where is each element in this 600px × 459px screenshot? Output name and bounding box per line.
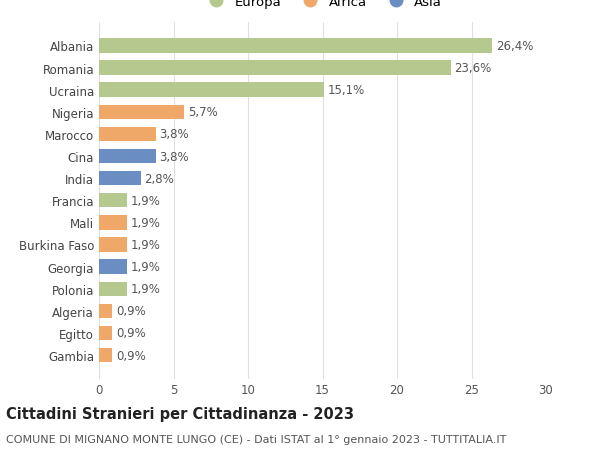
Text: 0,9%: 0,9%	[116, 305, 146, 318]
Text: 15,1%: 15,1%	[328, 84, 365, 97]
Legend: Europa, Africa, Asia: Europa, Africa, Asia	[199, 0, 446, 13]
Bar	[99, 150, 155, 164]
Bar	[99, 216, 127, 230]
Text: COMUNE DI MIGNANO MONTE LUNGO (CE) - Dati ISTAT al 1° gennaio 2023 - TUTTITALIA.: COMUNE DI MIGNANO MONTE LUNGO (CE) - Dat…	[6, 434, 506, 444]
Bar	[99, 39, 493, 53]
Bar	[99, 304, 112, 319]
Bar	[99, 83, 324, 98]
Text: 1,9%: 1,9%	[131, 283, 161, 296]
Bar	[99, 348, 112, 363]
Bar	[99, 128, 155, 142]
Text: 1,9%: 1,9%	[131, 194, 161, 207]
Text: 26,4%: 26,4%	[496, 40, 533, 53]
Bar	[99, 194, 127, 208]
Bar	[99, 282, 127, 296]
Text: 3,8%: 3,8%	[160, 150, 189, 163]
Text: 0,9%: 0,9%	[116, 327, 146, 340]
Text: 1,9%: 1,9%	[131, 239, 161, 252]
Bar	[99, 172, 141, 186]
Bar	[99, 61, 451, 76]
Text: 23,6%: 23,6%	[454, 62, 491, 75]
Bar	[99, 326, 112, 341]
Text: Cittadini Stranieri per Cittadinanza - 2023: Cittadini Stranieri per Cittadinanza - 2…	[6, 406, 354, 421]
Text: 1,9%: 1,9%	[131, 261, 161, 274]
Text: 5,7%: 5,7%	[188, 106, 217, 119]
Text: 3,8%: 3,8%	[160, 128, 189, 141]
Bar	[99, 238, 127, 252]
Text: 0,9%: 0,9%	[116, 349, 146, 362]
Bar	[99, 106, 184, 120]
Text: 2,8%: 2,8%	[145, 172, 174, 185]
Text: 1,9%: 1,9%	[131, 216, 161, 230]
Bar	[99, 260, 127, 274]
